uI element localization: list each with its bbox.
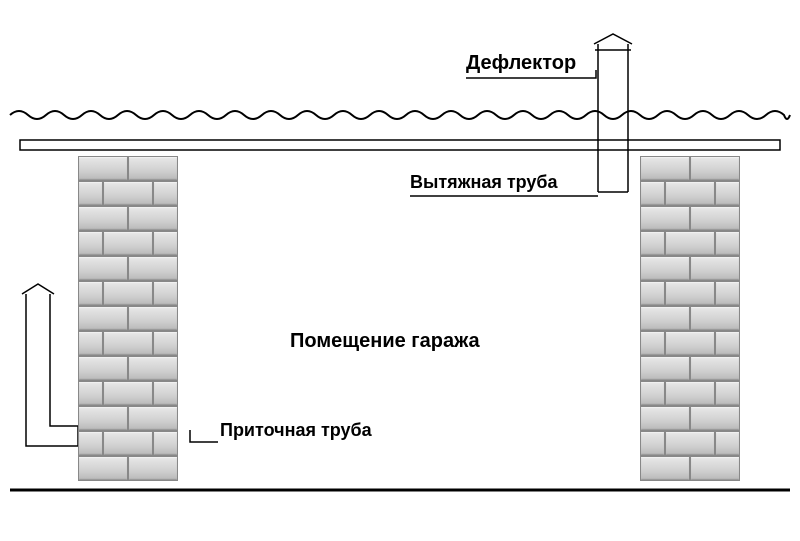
right-brick-wall [640, 156, 740, 490]
left-brick-wall [78, 156, 178, 490]
ceiling-beam [20, 140, 780, 150]
roof-wave [10, 111, 790, 119]
label-exhaust: Вытяжная труба [410, 172, 558, 193]
label-deflector: Дефлектор [466, 52, 576, 75]
leader-lines [190, 70, 598, 442]
label-room: Помещение гаража [290, 330, 480, 353]
label-intake: Приточная труба [220, 420, 372, 441]
intake-pipe [22, 284, 78, 446]
